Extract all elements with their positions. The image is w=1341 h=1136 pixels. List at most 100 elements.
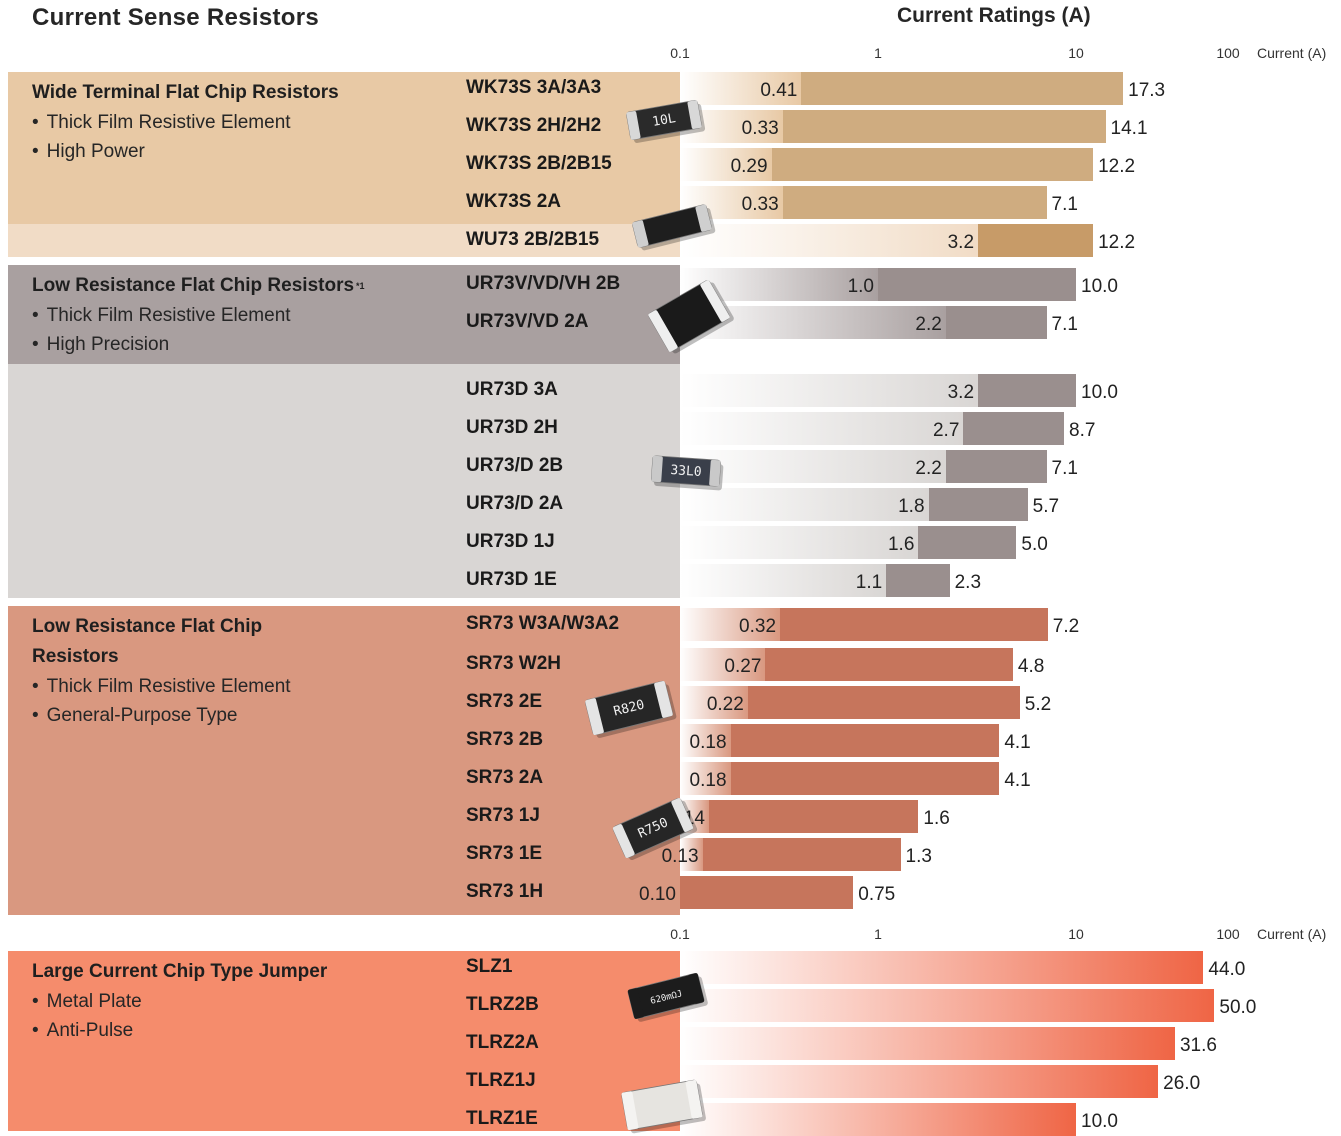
min-current-label: 0.10 xyxy=(639,884,676,905)
range-fade-band xyxy=(680,148,772,181)
current-bar xyxy=(945,450,1047,483)
group-title-text: Low Resistance Flat Chip Resistors xyxy=(32,275,355,296)
max-current-label: 10.0 xyxy=(1081,1111,1118,1132)
product-name: WK73S 2H/2H2 xyxy=(466,115,602,136)
axis-mid-tick-1: 1 xyxy=(874,926,882,942)
current-bar xyxy=(708,800,919,833)
group-bullet: Metal Plate xyxy=(32,987,432,1016)
range-fade-band xyxy=(680,724,731,757)
max-current-label: 4.8 xyxy=(1017,656,1045,677)
product-name: TLRZ2B xyxy=(466,994,539,1015)
chip-image-tlrz1j xyxy=(621,1079,706,1134)
current-bar xyxy=(680,989,1215,1022)
product-name: SR73 W3A/W3A2 xyxy=(466,613,620,634)
product-name: SR73 W2H xyxy=(466,653,562,674)
max-current-label: 44.0 xyxy=(1208,959,1246,980)
min-current-label: 1.6 xyxy=(887,534,915,555)
group-bullet: Thick Film Resistive Element xyxy=(32,301,432,330)
chip-marking: 33L0 xyxy=(670,463,702,480)
page-title: Current Sense Resistors xyxy=(32,4,320,31)
min-current-label: 0.18 xyxy=(689,732,727,753)
range-fade-band xyxy=(680,838,703,871)
max-current-label: 1.3 xyxy=(905,846,932,867)
row-background xyxy=(8,224,680,257)
chip-image-sr73-1j: R750 xyxy=(612,797,698,861)
group-text: Large Current Chip Type Jumper Metal Plat… xyxy=(32,957,432,1045)
range-fade-band xyxy=(680,526,919,559)
chip-image-sr73-2e: R820 xyxy=(585,680,677,738)
max-current-label: 4.1 xyxy=(1004,732,1031,753)
product-name: WK73S 2A xyxy=(466,191,562,212)
range-fade-band xyxy=(680,374,979,407)
product-name: UR73/D 2A xyxy=(466,493,564,514)
group-bullet: High Power xyxy=(32,137,432,166)
current-bar xyxy=(801,72,1124,105)
range-fade-band xyxy=(680,412,964,445)
group-text: Wide Terminal Flat Chip Resistors Thick F… xyxy=(32,78,432,166)
current-bar xyxy=(945,306,1047,339)
axis-top-tick-3: 100 xyxy=(1216,45,1240,61)
range-fade-band xyxy=(680,762,731,795)
current-bar xyxy=(730,724,1000,757)
current-bar xyxy=(680,1065,1159,1098)
current-bar xyxy=(978,374,1076,407)
min-current-label: 1.0 xyxy=(847,276,874,297)
product-name: UR73D 1E xyxy=(466,569,557,590)
axis-top-tick-0: 0.1 xyxy=(670,45,690,61)
product-name: TLRZ1J xyxy=(466,1070,536,1091)
min-current-label: 2.2 xyxy=(915,458,942,479)
chip-marking: R820 xyxy=(612,697,646,719)
group-title-text: Large Current Chip Type Jumper xyxy=(32,961,328,982)
max-current-label: 10.0 xyxy=(1081,382,1118,403)
axis-top-tick-2: 10 xyxy=(1068,45,1084,61)
max-current-label: 2.3 xyxy=(954,572,982,593)
max-current-label: 1.6 xyxy=(923,808,950,829)
current-bar xyxy=(780,608,1048,641)
product-name: UR73D 2H xyxy=(466,417,558,438)
product-name: WK73S 2B/2B15 xyxy=(466,153,612,174)
min-current-label: 0.33 xyxy=(741,194,779,215)
product-name: UR73D 1J xyxy=(466,531,555,552)
max-current-label: 4.1 xyxy=(1004,770,1031,791)
range-fade-band xyxy=(680,608,781,641)
product-name: SR73 2A xyxy=(466,767,544,788)
current-bar xyxy=(680,1103,1076,1136)
chip-marking: 10L xyxy=(651,111,677,130)
group-background xyxy=(8,606,680,915)
product-name: SR73 1H xyxy=(466,881,544,902)
current-bar xyxy=(918,526,1017,559)
current-bar xyxy=(771,148,1094,181)
axis-mid-unit-label: Current (A) xyxy=(1257,926,1327,942)
current-bar xyxy=(782,110,1106,143)
group-bullet: High Precision xyxy=(32,330,432,359)
min-current-label: 0.27 xyxy=(724,656,762,677)
chip-image-slz1: 620mΩJ xyxy=(627,972,708,1022)
max-current-label: 7.1 xyxy=(1051,194,1078,215)
chip-image-ur73d: 33L0 xyxy=(650,455,724,491)
min-current-label: 2.7 xyxy=(932,420,960,441)
group-title: Wide Terminal Flat Chip Resistors xyxy=(32,78,432,108)
product-name: SR73 1E xyxy=(466,843,543,864)
group-sub-background xyxy=(8,364,680,598)
range-fade-band xyxy=(680,72,802,105)
axis-top-tick-1: 1 xyxy=(874,45,882,61)
axis-mid-tick-0: 0.1 xyxy=(670,926,690,942)
min-current-label: 0.41 xyxy=(760,80,798,101)
range-fade-band xyxy=(680,224,979,257)
current-bar xyxy=(782,186,1047,219)
current-bar xyxy=(878,268,1076,301)
max-current-label: 0.75 xyxy=(858,884,896,905)
group-title: Low Resistance Flat Chip Resistors xyxy=(32,612,312,672)
max-current-label: 5.7 xyxy=(1032,496,1060,517)
min-current-label: 3.2 xyxy=(947,382,975,403)
current-bar xyxy=(928,488,1028,521)
product-name: UR73V/VD/VH 2B xyxy=(466,273,621,294)
product-name: SR73 1J xyxy=(466,805,540,826)
chart-title: Current Ratings (A) xyxy=(897,4,1091,27)
product-name: WK73S 3A/3A3 xyxy=(466,77,602,98)
group-title: Low Resistance Flat Chip Resistors *1 xyxy=(32,271,432,301)
current-bar xyxy=(747,686,1020,719)
min-current-label: 0.18 xyxy=(689,770,727,791)
min-current-label: 0.22 xyxy=(706,694,744,715)
max-current-label: 7.1 xyxy=(1051,314,1078,335)
